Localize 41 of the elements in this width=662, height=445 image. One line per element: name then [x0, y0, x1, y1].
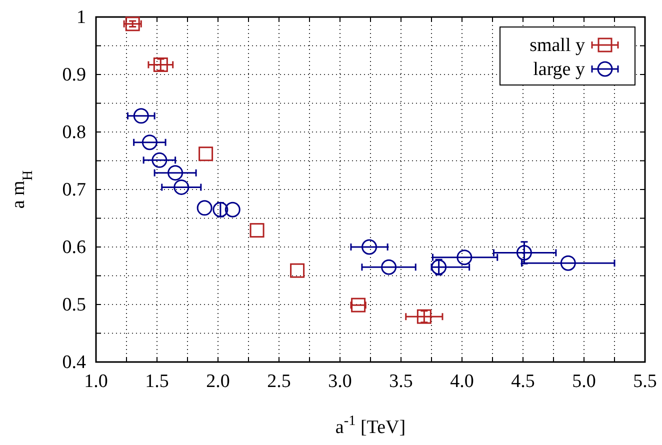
y-tick-label: 0.4 [62, 352, 86, 373]
point [133, 108, 149, 124]
y-tick-label: 0.6 [62, 237, 86, 258]
x-tick-label: 3.0 [328, 371, 352, 392]
point [224, 202, 240, 218]
point [560, 255, 576, 271]
point [456, 250, 472, 266]
point [250, 223, 264, 238]
point [174, 179, 190, 195]
y-tick-label: 1 [76, 7, 86, 28]
x-tick-label: 4.5 [511, 371, 535, 392]
point [516, 245, 532, 260]
point [431, 259, 447, 275]
point [125, 16, 140, 32]
x-tick-label: 2.0 [206, 371, 230, 392]
y-tick-label: 0.7 [62, 180, 86, 200]
point [196, 200, 212, 216]
x-axis-title: a$^{-1}$ [TeV] [335, 413, 406, 438]
point [153, 57, 168, 72]
legend-label: small y [530, 35, 586, 56]
point [381, 259, 397, 275]
y-tick-label: 0.5 [62, 294, 86, 316]
x-tick-label: 1.0 [84, 371, 108, 392]
x-tick-label: 5.0 [572, 371, 596, 392]
point [351, 298, 366, 312]
legend-label: large y [533, 59, 586, 80]
point [142, 134, 158, 150]
point [212, 202, 228, 218]
x-tick-label: 2.5 [267, 371, 291, 392]
point [416, 309, 432, 324]
y-tick-label: 0.9 [62, 64, 86, 86]
point [198, 146, 214, 162]
y-tick-label: 0.8 [62, 122, 86, 143]
x-tick-label: 3.5 [389, 371, 413, 392]
point [290, 263, 305, 278]
point [152, 152, 168, 168]
x-tick-label: 5.5 [633, 371, 657, 392]
x-tick-label: 1.5 [145, 371, 169, 392]
point [362, 239, 378, 255]
point [168, 165, 184, 181]
x-tick-label: 4.0 [450, 371, 474, 392]
